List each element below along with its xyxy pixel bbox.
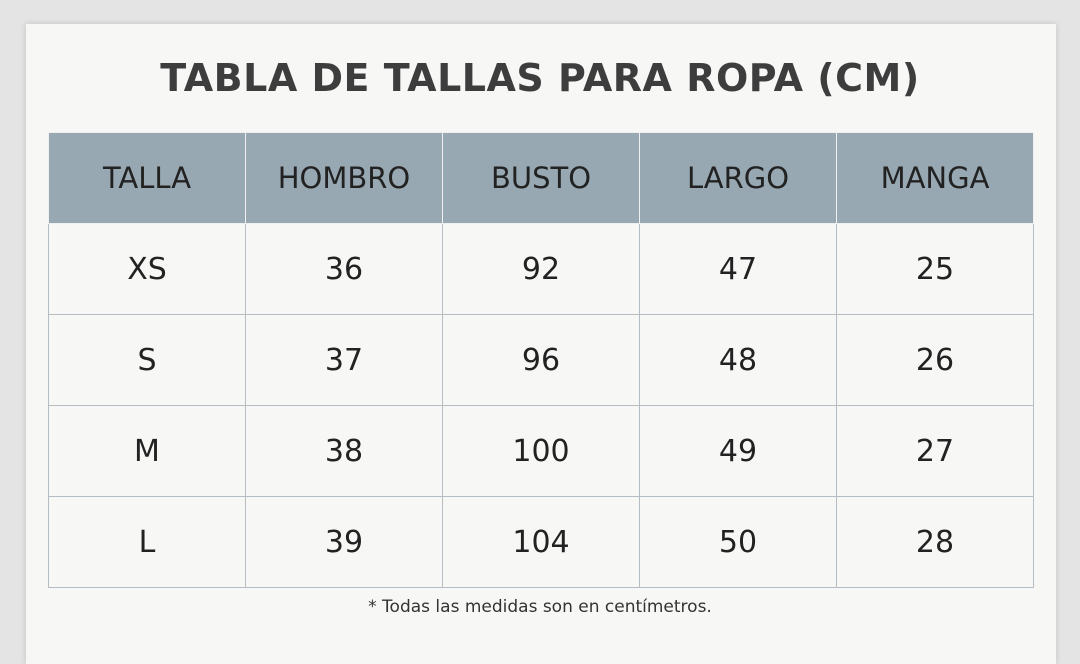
table-cell: 28 (836, 496, 1034, 588)
table-cell: 38 (245, 405, 443, 497)
column-header: LARGO (639, 132, 837, 224)
table-cell: 48 (639, 314, 837, 406)
table-cell: M (48, 405, 246, 497)
table-body: XS 36 92 47 25 S 37 96 48 26 M 38 100 49 27 L 39 104 50 28 (48, 223, 1034, 588)
table-cell: 37 (245, 314, 443, 406)
table-cell: 92 (442, 223, 640, 315)
size-table: TALLA HOMBRO BUSTO LARGO MANGA XS 36 92 47 25 S 37… (48, 132, 1034, 588)
table-row: M 38 100 49 27 (48, 405, 1034, 497)
table-cell: 36 (245, 223, 443, 315)
column-header: MANGA (836, 132, 1034, 224)
table-cell: L (48, 496, 246, 588)
table-cell: XS (48, 223, 246, 315)
table-cell: 27 (836, 405, 1034, 497)
page: TABLA DE TALLAS PARA ROPA (CM) TALLA HOMB… (26, 24, 1056, 664)
header-row: TALLA HOMBRO BUSTO LARGO MANGA (48, 132, 1034, 224)
table-row: S 37 96 48 26 (48, 314, 1034, 406)
table-cell: 47 (639, 223, 837, 315)
table-cell: 100 (442, 405, 640, 497)
table-cell: S (48, 314, 246, 406)
table-cell: 49 (639, 405, 837, 497)
table-row: L 39 104 50 28 (48, 496, 1034, 588)
table-cell: 104 (442, 496, 640, 588)
footnote: * Todas las medidas son en centímetros. (368, 597, 712, 617)
table-cell: 25 (836, 223, 1034, 315)
table-cell: 50 (639, 496, 837, 588)
table-cell: 39 (245, 496, 443, 588)
table-cell: 26 (836, 314, 1034, 406)
table-cell: 96 (442, 314, 640, 406)
title: TABLA DE TALLAS PARA ROPA (CM) (160, 56, 920, 100)
column-header: HOMBRO (245, 132, 443, 224)
table-row: XS 36 92 47 25 (48, 223, 1034, 315)
column-header: TALLA (48, 132, 246, 224)
column-header: BUSTO (442, 132, 640, 224)
